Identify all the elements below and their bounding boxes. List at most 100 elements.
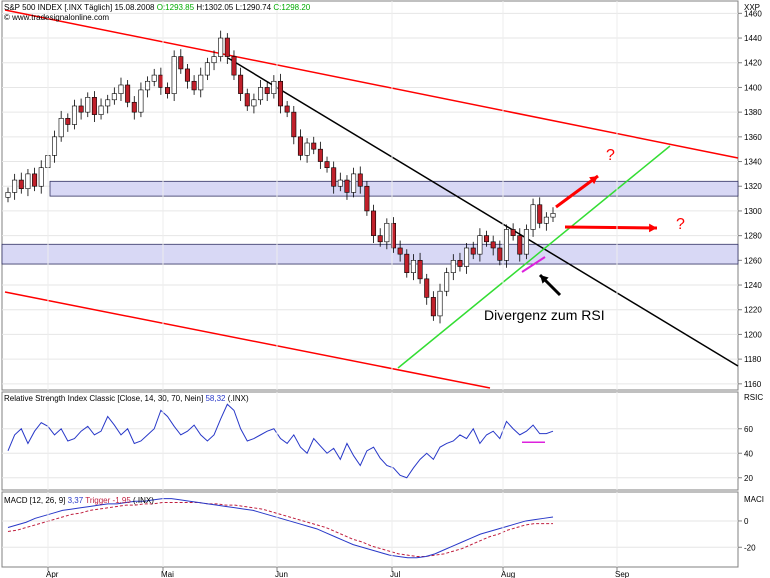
candle-body bbox=[317, 148, 323, 162]
candle-body bbox=[311, 142, 317, 150]
rsi-line bbox=[7, 403, 554, 479]
candle-body bbox=[371, 210, 377, 236]
candle-body bbox=[32, 173, 38, 187]
candle-body bbox=[178, 56, 184, 70]
candle-body bbox=[523, 229, 529, 255]
candle-body bbox=[12, 179, 18, 193]
macd-title: MACD [12, 26, 9] bbox=[4, 496, 66, 505]
candle-body bbox=[543, 216, 549, 224]
rsi-tick-label: 20 bbox=[744, 474, 753, 483]
candle-body bbox=[211, 56, 217, 64]
price-tick-label: 1420 bbox=[744, 59, 762, 68]
candle-body bbox=[91, 97, 97, 115]
rsi-symbol: (.INX) bbox=[227, 394, 249, 403]
candle-body bbox=[397, 247, 403, 255]
candle-body bbox=[284, 105, 290, 113]
header-date: 15.08.2008 bbox=[114, 3, 155, 12]
candle-body bbox=[297, 136, 303, 156]
candle-body bbox=[390, 222, 396, 249]
candle-body bbox=[437, 290, 443, 317]
candle-body bbox=[258, 87, 264, 101]
month-label: Jun bbox=[275, 570, 288, 578]
candle-body bbox=[271, 80, 277, 94]
header-open: O:1293.85 bbox=[156, 3, 195, 12]
macd-header: MACD [12, 26, 9] 3,37 Trigger -1,95 (.IN… bbox=[4, 496, 154, 505]
candle-body bbox=[118, 84, 124, 94]
candle-body bbox=[450, 260, 456, 273]
divergence-arrow-head bbox=[540, 275, 549, 284]
candle-body bbox=[497, 247, 503, 261]
candle-body bbox=[125, 84, 131, 103]
candle-body bbox=[231, 56, 237, 76]
price-tick-label: 1400 bbox=[744, 83, 762, 92]
candle-body bbox=[410, 260, 416, 273]
candle-body bbox=[85, 97, 91, 113]
candle-body bbox=[198, 74, 204, 91]
panel-frame bbox=[1, 491, 739, 568]
header-symbol: S&P 500 INDEX [.INX Täglich] bbox=[4, 3, 113, 12]
header-close: C:1298.20 bbox=[273, 3, 311, 12]
price-tick-label: 1240 bbox=[744, 281, 762, 290]
price-tick-label: 1280 bbox=[744, 232, 762, 241]
macd-tick-label: 0 bbox=[744, 517, 749, 526]
month-label: Sep bbox=[615, 570, 630, 578]
question-mark-2: ? bbox=[676, 216, 685, 233]
trigger-line bbox=[7, 502, 553, 557]
candle-body bbox=[444, 272, 450, 292]
candle-body bbox=[52, 136, 58, 156]
price-axis-label: XXP bbox=[744, 3, 760, 12]
price-tick-label: 1260 bbox=[744, 256, 762, 265]
candle-body bbox=[377, 235, 383, 243]
price-tick-label: 1460 bbox=[744, 9, 762, 18]
candle-body bbox=[277, 80, 283, 107]
candle-body bbox=[131, 101, 137, 113]
macd-tick-label: -20 bbox=[744, 543, 756, 552]
rsi-axis-label: RSIC bbox=[744, 393, 763, 402]
candle-body bbox=[550, 213, 556, 218]
candle-body bbox=[145, 80, 151, 91]
price-tick-label: 1440 bbox=[744, 34, 762, 43]
price-header: S&P 500 INDEX [.INX Täglich] 15.08.2008 … bbox=[4, 3, 310, 12]
candle-body bbox=[244, 93, 250, 107]
candle-body bbox=[138, 89, 144, 113]
candle-body bbox=[25, 173, 31, 190]
breakout-arrow-up bbox=[555, 174, 599, 209]
divergence-label: Divergenz zum RSI bbox=[484, 307, 605, 323]
candle-body bbox=[484, 235, 490, 243]
candle-body bbox=[530, 204, 536, 230]
candle-body bbox=[238, 74, 244, 94]
candle-body bbox=[510, 229, 516, 236]
candle-body bbox=[477, 235, 483, 255]
candle-body bbox=[78, 105, 84, 113]
macd-axis-label: MACI bbox=[744, 495, 764, 504]
candle-body bbox=[457, 260, 463, 267]
candle-body bbox=[158, 74, 164, 88]
candle-body bbox=[251, 99, 257, 107]
rsi-title: Relative Strength Index Classic [Close, … bbox=[4, 394, 204, 403]
candle-body bbox=[404, 253, 410, 273]
candle-body bbox=[384, 222, 390, 243]
candle-body bbox=[18, 179, 24, 190]
price-tick-label: 1340 bbox=[744, 158, 762, 167]
price-tick-label: 1300 bbox=[744, 207, 762, 216]
candle-body bbox=[430, 297, 436, 317]
candle-body bbox=[184, 68, 190, 82]
candle-body bbox=[517, 235, 523, 255]
price-tick-label: 1380 bbox=[744, 108, 762, 117]
candle-body bbox=[264, 87, 270, 94]
candle-body bbox=[71, 105, 77, 125]
copyright: © www.tradesignalonline.com bbox=[4, 13, 110, 22]
candle-body bbox=[357, 173, 363, 187]
candle-body bbox=[65, 118, 71, 125]
candle-body bbox=[344, 179, 350, 193]
candle-body bbox=[503, 229, 509, 261]
macd-line bbox=[7, 498, 554, 559]
candle-body bbox=[470, 247, 476, 255]
rsi-tick-label: 40 bbox=[744, 449, 753, 458]
candle-body bbox=[351, 173, 357, 193]
price-tick-label: 1360 bbox=[744, 133, 762, 142]
month-label: Aug bbox=[501, 570, 515, 578]
rsi-header: Relative Strength Index Classic [Close, … bbox=[4, 394, 249, 403]
divergence-mark-price bbox=[521, 256, 546, 273]
candle-body bbox=[204, 62, 210, 76]
